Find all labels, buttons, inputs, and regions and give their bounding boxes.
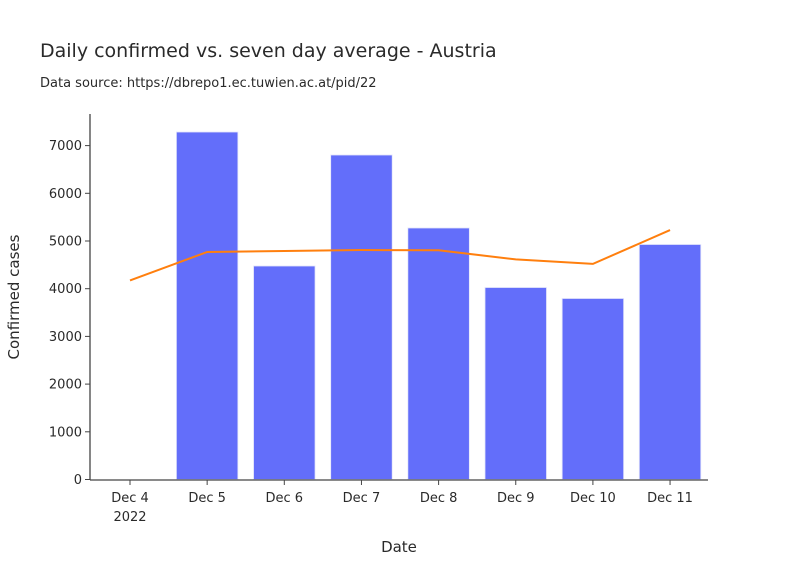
bar — [638, 244, 702, 480]
y-tick-label: 1000 — [49, 425, 82, 440]
bar — [407, 227, 470, 480]
x-tick-label: Dec 11 — [647, 491, 693, 506]
bar-series — [175, 131, 702, 480]
y-tick-label: 5000 — [49, 235, 82, 250]
x-tick-year-label: 2022 — [113, 510, 146, 525]
y-tick-label: 3000 — [49, 330, 82, 345]
bar — [561, 298, 625, 480]
seven-day-average-line — [129, 229, 671, 282]
y-ticks: 0 1000 2000 3000 4000 5000 6000 7000 — [49, 139, 90, 488]
x-tick-label: Dec 9 — [497, 491, 535, 506]
x-tick-label: Dec 10 — [570, 491, 616, 506]
bar — [175, 131, 239, 480]
line-series — [129, 229, 671, 282]
chart-subtitle: Data source: https://dbrepo1.ec.tuwien.a… — [40, 76, 377, 91]
y-tick-label: 7000 — [49, 139, 82, 154]
x-tick-label: Dec 6 — [266, 491, 304, 506]
bar — [484, 287, 547, 480]
y-tick-label: 2000 — [49, 378, 82, 393]
x-tick-label: Dec 4 — [111, 491, 149, 506]
bar — [330, 154, 393, 480]
bar — [253, 265, 316, 480]
x-tick-label: Dec 7 — [343, 491, 381, 506]
x-axis-title: Date — [381, 538, 417, 556]
y-tick-label: 6000 — [49, 187, 82, 202]
chart-title: Daily confirmed vs. seven day average - … — [40, 40, 497, 62]
y-axis-title: Confirmed cases — [5, 234, 23, 359]
y-tick-label: 0 — [74, 473, 82, 488]
x-tick-label: Dec 5 — [188, 491, 226, 506]
x-tick-label: Dec 8 — [420, 491, 458, 506]
y-tick-label: 4000 — [49, 282, 82, 297]
x-ticks: Dec 4 2022 Dec 5 Dec 6 Dec 7 Dec 8 Dec 9 Dec 10… — [111, 480, 693, 525]
